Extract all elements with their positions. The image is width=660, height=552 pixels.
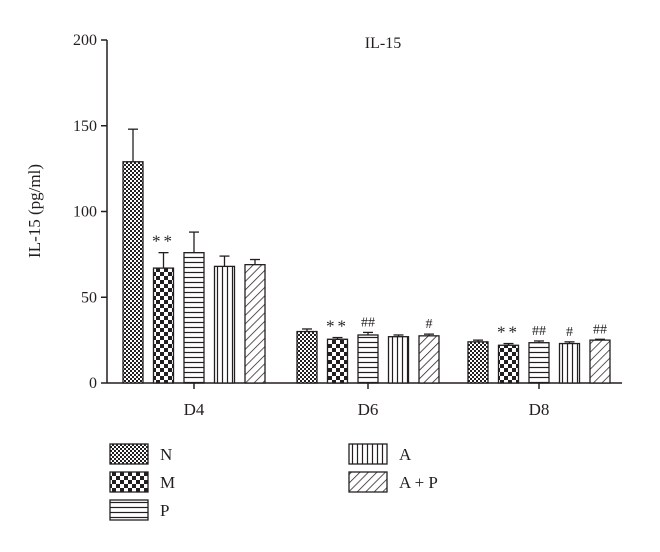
bars: **** ## # ** ## # ## bbox=[122, 128, 611, 384]
legend-label: P bbox=[160, 501, 169, 520]
legend-swatch bbox=[348, 471, 388, 493]
bar bbox=[326, 338, 349, 384]
legend-swatch bbox=[109, 471, 149, 493]
y-tick-label: 0 bbox=[89, 375, 97, 392]
legend-swatch bbox=[109, 443, 149, 465]
y-tick-label: 150 bbox=[73, 118, 97, 135]
significance-marker: ## bbox=[532, 324, 546, 339]
significance-marker: ** bbox=[326, 317, 349, 336]
y-axis: 0 50 100 150 200 bbox=[73, 32, 108, 392]
bar bbox=[357, 334, 379, 384]
legend-label: M bbox=[160, 473, 175, 492]
x-tick-label: D4 bbox=[184, 400, 205, 419]
significance-marker: # bbox=[566, 325, 573, 340]
bar bbox=[122, 161, 144, 384]
significance-marker: ## bbox=[361, 315, 375, 330]
y-axis-label: IL-15 (pg/ml) bbox=[25, 164, 44, 258]
significance-marker: # bbox=[426, 317, 433, 332]
x-tick-label: D6 bbox=[358, 400, 379, 419]
legend-swatch bbox=[109, 499, 149, 521]
y-tick-label: 100 bbox=[73, 204, 97, 221]
bar bbox=[152, 267, 175, 384]
bar bbox=[296, 330, 318, 384]
bar bbox=[528, 342, 550, 384]
bar bbox=[183, 252, 205, 384]
legend-label: A + P bbox=[399, 473, 438, 492]
bar bbox=[589, 339, 611, 384]
x-tick-label: D8 bbox=[529, 400, 550, 419]
significance-marker: ** bbox=[152, 232, 175, 251]
chart-title: IL-15 bbox=[365, 35, 401, 52]
bar bbox=[418, 335, 440, 384]
legend: NMP A A + P bbox=[109, 443, 438, 521]
bar bbox=[387, 336, 410, 384]
bar bbox=[244, 264, 266, 384]
y-tick-label: 50 bbox=[81, 289, 97, 306]
legend-label: A bbox=[399, 445, 412, 464]
bar bbox=[558, 342, 581, 384]
bar bbox=[497, 344, 520, 384]
y-tick-label: 200 bbox=[73, 32, 97, 49]
bar bbox=[213, 265, 236, 384]
legend-label: N bbox=[160, 445, 172, 464]
legend-swatch bbox=[348, 443, 388, 465]
x-axis: D4 D6 D8 bbox=[107, 382, 622, 419]
significance-marker: ## bbox=[593, 322, 607, 337]
bar bbox=[467, 341, 489, 384]
significance-marker: ** bbox=[497, 323, 520, 342]
